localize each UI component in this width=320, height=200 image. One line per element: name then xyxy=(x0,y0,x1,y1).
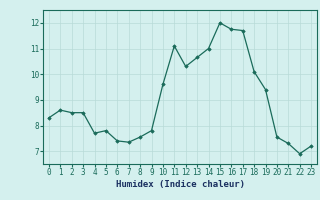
X-axis label: Humidex (Indice chaleur): Humidex (Indice chaleur) xyxy=(116,180,244,189)
